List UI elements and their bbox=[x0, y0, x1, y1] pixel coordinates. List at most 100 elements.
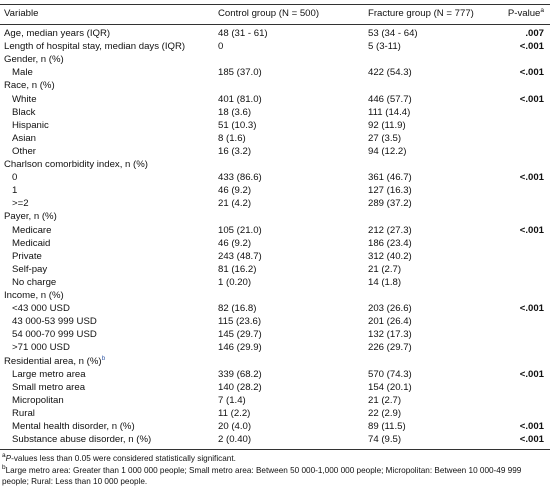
section-label-text: Race, n (%) bbox=[4, 80, 55, 92]
cell: 289 (37.2) bbox=[368, 198, 412, 210]
cell: 146 (29.9) bbox=[218, 342, 262, 354]
cell: 111 (14.4) bbox=[368, 106, 411, 118]
superscript: b bbox=[101, 354, 106, 362]
cell: 8 (1.6) bbox=[218, 132, 246, 144]
footnote: bLarge metro area: Greater than 1 000 00… bbox=[2, 464, 542, 487]
cell: 105 (21.0) bbox=[218, 224, 262, 236]
cell: 21 (4.2) bbox=[218, 198, 252, 210]
footnote-mark: b bbox=[2, 464, 6, 472]
cell: 74 (9.5) bbox=[368, 434, 402, 446]
cell: 81 (16.2) bbox=[218, 263, 257, 275]
row-label: Mental health disorder, n (%) bbox=[12, 421, 135, 432]
cell: 401 (81.0) bbox=[218, 93, 262, 105]
row-label: Medicaid bbox=[12, 237, 51, 249]
cell: 201 (26.4) bbox=[368, 316, 412, 328]
row-label: Micropolitan bbox=[12, 394, 64, 406]
cell: 51 (10.3) bbox=[218, 119, 257, 131]
cell: 89 (11.5) bbox=[368, 421, 406, 432]
column-header: P-valuea bbox=[507, 7, 544, 20]
cell: 18 (3.6) bbox=[218, 106, 252, 118]
row-label: Length of hospital stay, median days (IQ… bbox=[4, 41, 186, 53]
row-label: Self-pay bbox=[12, 263, 48, 275]
cell: 243 (48.7) bbox=[218, 250, 262, 262]
section-label: Race, n (%) bbox=[4, 80, 55, 92]
row-label: Hispanic bbox=[12, 119, 49, 131]
section-label: Income, n (%) bbox=[4, 290, 64, 302]
cell: 20 (4.0) bbox=[218, 421, 252, 432]
column-header-text: P-value bbox=[507, 8, 541, 19]
column-header: Control group (N = 500) bbox=[218, 8, 320, 19]
row-label: Age, median years (IQR) bbox=[4, 28, 111, 39]
cell: 5 (3-11) bbox=[368, 41, 401, 53]
section-label-text: Income, n (%) bbox=[4, 290, 64, 301]
column-header: Variable bbox=[4, 8, 39, 19]
section-label-text: Payer, n (%) bbox=[4, 211, 57, 223]
p-value: <.001 bbox=[519, 224, 544, 236]
p-value: <.001 bbox=[519, 303, 544, 315]
row-label: Rural bbox=[12, 407, 35, 419]
footnote-mark: a bbox=[2, 452, 6, 460]
cell: 48 (31 - 61) bbox=[218, 28, 268, 39]
row-label: Asian bbox=[12, 132, 36, 144]
cell: 433 (86.6) bbox=[218, 172, 262, 184]
cell: 11 (2.2) bbox=[218, 407, 251, 419]
row-label: No charge bbox=[12, 276, 57, 288]
cell: 312 (40.2) bbox=[368, 250, 412, 262]
row-label: Black bbox=[12, 106, 36, 118]
cell: 92 (11.9) bbox=[368, 119, 406, 131]
cell: 46 (9.2) bbox=[218, 185, 252, 197]
cell: 132 (17.3) bbox=[368, 329, 412, 341]
rule bbox=[0, 449, 550, 451]
cell: 7 (1.4) bbox=[218, 394, 246, 406]
cell: 140 (28.2) bbox=[218, 381, 262, 393]
cell: 82 (16.8) bbox=[218, 303, 257, 315]
cell: 186 (23.4) bbox=[368, 237, 412, 249]
footnote: aP-values less than 0.05 were considered… bbox=[2, 452, 542, 464]
section-label: Charlson comorbidity index, n (%) bbox=[4, 159, 148, 171]
p-value: <.001 bbox=[519, 434, 544, 446]
row-label: Other bbox=[12, 145, 36, 157]
cell: 185 (37.0) bbox=[218, 67, 262, 79]
section-label-text: Gender, n (%) bbox=[4, 54, 64, 66]
row-label: Private bbox=[12, 250, 42, 262]
cell: 27 (3.5) bbox=[368, 132, 402, 144]
p-value: <.001 bbox=[519, 67, 544, 79]
cell: 2 (0.40) bbox=[218, 434, 252, 446]
section-label: Gender, n (%) bbox=[4, 54, 64, 66]
p-value: <.001 bbox=[519, 172, 544, 184]
rule bbox=[0, 4, 550, 5]
row-label: <43 000 USD bbox=[12, 303, 70, 315]
cell: 339 (68.2) bbox=[218, 368, 262, 380]
cell: 570 (74.3) bbox=[368, 368, 412, 380]
cell: 154 (20.1) bbox=[368, 381, 412, 393]
row-label: Substance abuse disorder, n (%) bbox=[12, 434, 152, 446]
section-label-text: Charlson comorbidity index, n (%) bbox=[4, 159, 148, 170]
cell: 21 (2.7) bbox=[368, 263, 402, 275]
row-label: 54 000-70 999 USD bbox=[12, 329, 97, 341]
p-value: <.001 bbox=[519, 41, 544, 53]
column-header: Fracture group (N = 777) bbox=[368, 8, 474, 19]
cell: 21 (2.7) bbox=[368, 394, 402, 406]
superscript: a bbox=[540, 7, 544, 14]
cell: 145 (29.7) bbox=[218, 329, 262, 341]
cell: 422 (54.3) bbox=[368, 67, 412, 79]
cell: 46 (9.2) bbox=[218, 237, 252, 249]
cell: 115 (23.6) bbox=[218, 316, 262, 328]
rule bbox=[0, 24, 550, 25]
footnote-text: Large metro area: Greater than 1 000 000… bbox=[2, 466, 522, 487]
cell: 203 (26.6) bbox=[368, 303, 412, 315]
cell: 226 (29.7) bbox=[368, 342, 412, 354]
cell: 16 (3.2) bbox=[218, 145, 252, 157]
cell: 361 (46.7) bbox=[368, 172, 412, 184]
row-label: Small metro area bbox=[12, 381, 86, 393]
p-value: <.001 bbox=[519, 93, 544, 105]
row-label: Male bbox=[12, 67, 33, 79]
row-label: 1 bbox=[12, 185, 18, 197]
cell: 53 (34 - 64) bbox=[368, 28, 418, 39]
cell: 127 (16.3) bbox=[368, 185, 412, 197]
row-label: >=2 bbox=[12, 198, 29, 210]
cell: 446 (57.7) bbox=[368, 93, 412, 105]
row-label: White bbox=[12, 93, 37, 105]
cell: 22 (2.9) bbox=[368, 407, 402, 419]
cell: 212 (27.3) bbox=[368, 224, 412, 236]
